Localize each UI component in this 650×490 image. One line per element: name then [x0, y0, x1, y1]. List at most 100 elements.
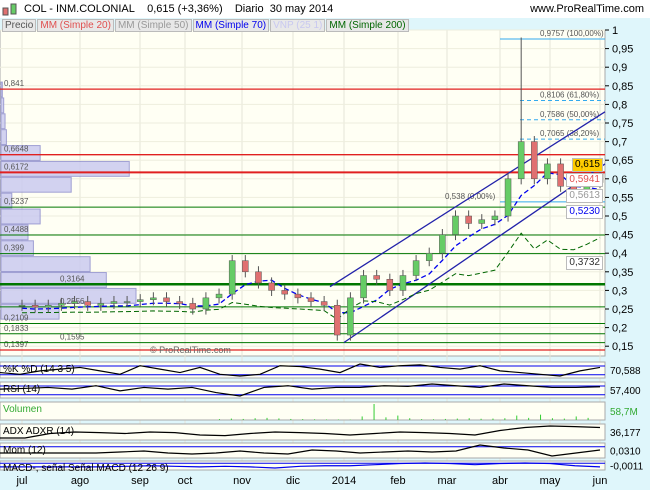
fibonacci-label: 0,8106 (61,80%): [540, 90, 599, 99]
level-label: 0,3164: [60, 274, 85, 283]
candle-body: [281, 290, 288, 295]
candle-body: [242, 260, 249, 273]
y-tick-label: 1: [612, 25, 618, 37]
y-tick-label: 0,5: [612, 211, 627, 223]
volume-profile-bar: [0, 240, 34, 257]
candle-body: [386, 278, 394, 291]
volume-profile-bar: [0, 208, 41, 225]
legend-item[interactable]: Precio: [2, 19, 37, 32]
level-label: 0,1833: [4, 324, 29, 333]
candle-body: [412, 260, 420, 276]
candle-body: [228, 260, 236, 295]
volume-profile-bar: [0, 113, 6, 130]
fibonacci-label: 0,7586 (50,00%): [540, 110, 599, 119]
last-value-label: 0,5941: [566, 173, 603, 187]
legend-item[interactable]: MM (Simple 20): [37, 19, 114, 32]
indicator-panel: [0, 460, 606, 471]
candle-body: [478, 219, 486, 224]
site-link[interactable]: www.ProRealTime.com: [530, 3, 644, 15]
x-tick-label: feb: [390, 475, 405, 487]
level-label: 0,6172: [4, 162, 29, 171]
legend-item[interactable]: MM (Simple 200): [326, 19, 409, 32]
candle-body: [176, 301, 183, 304]
level-label: 0,841: [4, 79, 25, 88]
candle-body: [255, 271, 262, 284]
ticker-name: COL - INM.COLONIAL: [24, 3, 135, 15]
candle-body: [439, 234, 446, 254]
indicator-line: [0, 444, 601, 457]
indicator-line: [0, 425, 601, 439]
y-tick-label: 0,75: [612, 118, 633, 130]
indicator-line: [0, 383, 601, 397]
indicator-label: Volumen: [3, 404, 42, 415]
x-tick-label: mar: [438, 475, 457, 487]
last-value-label: 0,5230: [566, 205, 603, 219]
volume-profile-bar: [0, 176, 72, 193]
volume-profile-bar: [0, 145, 41, 161]
indicator-value: 57,400: [610, 386, 641, 397]
candle-body: [360, 275, 367, 299]
level-label: 0,1595: [60, 333, 85, 342]
last-price: 0,615 (+3,36%): [147, 3, 223, 15]
fibonacci-label: 0,9757 (100,00%): [540, 29, 604, 38]
level-label: 0,1397: [4, 340, 29, 349]
candle-body: [557, 163, 564, 187]
candle-body: [294, 293, 302, 299]
candle-body: [504, 178, 512, 217]
y-tick-label: 0,4: [612, 248, 627, 260]
candle-body: [97, 303, 105, 306]
candle-body: [71, 301, 78, 304]
volume-profile-bar: [0, 224, 29, 241]
y-tick-label: 0,6: [612, 174, 627, 186]
candle-body: [452, 215, 459, 235]
volume-profile-bar: [0, 192, 13, 209]
indicator-value: 36,177: [610, 428, 641, 439]
candle-body: [307, 297, 315, 302]
candle-body: [136, 299, 144, 302]
watermark: © ProRealTime.com: [150, 345, 231, 355]
legend-item[interactable]: VNP (25 1): [270, 19, 326, 32]
sma200-line: [21, 232, 601, 320]
indicator-label: Mom (12): [3, 445, 46, 456]
indicator-value: 70,588: [610, 366, 641, 377]
indicator-value: 58,7M: [610, 407, 638, 418]
level-label: 0,2109: [4, 314, 29, 323]
y-tick-label: 0,2: [612, 323, 627, 335]
last-value-label: 0,3732: [566, 256, 603, 270]
candle-body: [425, 252, 433, 261]
volume-profile-bar: [0, 256, 91, 273]
level-label: 0,5237: [4, 197, 29, 206]
channel-upper-line: [329, 111, 606, 288]
candle-body: [491, 215, 499, 220]
level-label: 0,4488: [4, 225, 29, 234]
y-tick-label: 0,9: [612, 62, 627, 74]
legend-item[interactable]: MM (Simple 70): [192, 19, 270, 32]
y-tick-label: 0,65: [612, 155, 633, 167]
candle-body: [373, 275, 380, 280]
candle-body: [189, 303, 197, 310]
candle-body: [268, 282, 275, 291]
indicator-label: RSI (14): [3, 384, 40, 395]
y-tick-label: 0,35: [612, 267, 633, 279]
indicator-panel: [0, 423, 606, 441]
candle-body: [150, 297, 157, 300]
indicator-value: 0,0310: [610, 447, 641, 458]
candle-body: [465, 215, 472, 224]
x-tick-label: nov: [233, 475, 251, 487]
level-label: 0,399: [4, 244, 25, 253]
candle-body: [334, 305, 341, 336]
indicator-label: ADX ADXR (14): [3, 426, 74, 437]
candle-body: [531, 141, 538, 180]
candle-body: [84, 301, 91, 306]
indicator-panel: [0, 361, 606, 379]
last-value-label: 0,5613: [566, 189, 603, 203]
y-tick-label: 0,3: [612, 285, 627, 297]
candle-body: [18, 305, 26, 307]
x-tick-label: abr: [492, 475, 508, 487]
chart-header: COL - INM.COLONIAL 0,615 (+3,36%) Diario…: [0, 0, 650, 18]
last-value-label: 0,615: [571, 158, 603, 172]
period: Diario: [234, 3, 264, 15]
candle-body: [123, 301, 131, 303]
legend-item[interactable]: MM (Simple 50): [114, 19, 192, 32]
